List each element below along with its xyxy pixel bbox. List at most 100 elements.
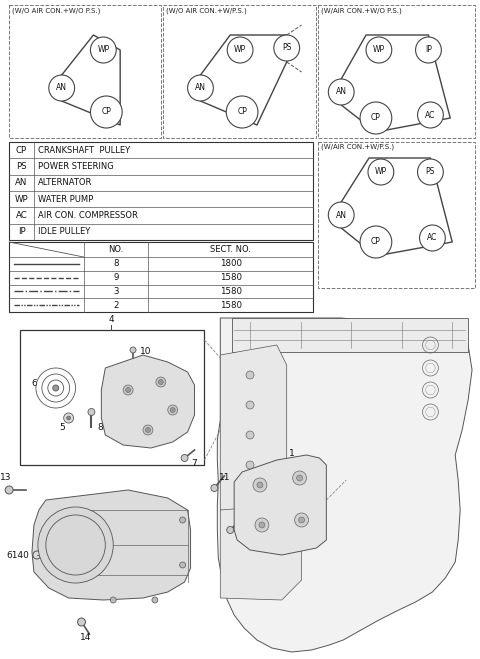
Text: WATER PUMP: WATER PUMP — [38, 194, 93, 204]
Text: 14: 14 — [80, 633, 91, 643]
Text: 13: 13 — [0, 474, 12, 482]
Circle shape — [418, 159, 444, 185]
Circle shape — [416, 37, 441, 63]
Circle shape — [211, 484, 218, 492]
Text: AN: AN — [15, 179, 28, 187]
Circle shape — [54, 523, 97, 567]
Text: 1: 1 — [289, 449, 295, 457]
Circle shape — [418, 102, 444, 128]
Circle shape — [328, 79, 354, 105]
Circle shape — [130, 347, 136, 353]
Circle shape — [5, 486, 13, 494]
Circle shape — [158, 380, 163, 384]
Polygon shape — [101, 355, 194, 448]
Text: ALTERNATOR: ALTERNATOR — [38, 179, 92, 187]
Text: 8: 8 — [97, 424, 103, 432]
Text: PS: PS — [426, 167, 435, 177]
Circle shape — [420, 225, 445, 251]
Circle shape — [78, 618, 85, 626]
Text: CP: CP — [371, 113, 381, 123]
Text: WP: WP — [234, 45, 246, 55]
Text: AN: AN — [336, 210, 347, 219]
Circle shape — [246, 461, 254, 469]
Text: 7: 7 — [192, 459, 197, 467]
Circle shape — [180, 562, 186, 568]
Text: 2: 2 — [113, 301, 119, 310]
Circle shape — [180, 517, 186, 523]
Text: 1580: 1580 — [220, 273, 242, 282]
Circle shape — [123, 385, 133, 395]
Text: 4: 4 — [108, 316, 114, 324]
Circle shape — [328, 202, 354, 228]
Circle shape — [253, 478, 267, 492]
Circle shape — [297, 475, 302, 481]
Circle shape — [49, 75, 74, 101]
Circle shape — [295, 513, 309, 527]
Circle shape — [46, 515, 105, 575]
Text: 1580: 1580 — [220, 301, 242, 310]
Circle shape — [156, 377, 166, 387]
Circle shape — [64, 413, 73, 423]
Polygon shape — [232, 318, 468, 352]
Circle shape — [366, 37, 392, 63]
Text: AN: AN — [56, 84, 67, 92]
Circle shape — [152, 597, 158, 603]
Text: NO.: NO. — [108, 245, 123, 254]
Text: WP: WP — [97, 45, 109, 55]
Circle shape — [110, 597, 116, 603]
Text: POWER STEERING: POWER STEERING — [38, 162, 114, 171]
Circle shape — [88, 409, 95, 416]
Text: AN: AN — [195, 84, 206, 92]
Text: 6: 6 — [31, 378, 37, 387]
Text: CP: CP — [237, 107, 247, 117]
Text: AC: AC — [427, 233, 438, 243]
Text: 1580: 1580 — [220, 287, 242, 296]
Text: IP: IP — [425, 45, 432, 55]
Text: CP: CP — [101, 107, 111, 117]
Text: 10: 10 — [140, 347, 152, 357]
Circle shape — [170, 407, 175, 413]
Circle shape — [181, 455, 188, 461]
Text: 8: 8 — [113, 260, 119, 268]
Text: SECT. NO.: SECT. NO. — [210, 245, 251, 254]
Text: (W/O AIR CON.+W/P.S.): (W/O AIR CON.+W/P.S.) — [166, 7, 247, 13]
Circle shape — [227, 527, 234, 534]
Circle shape — [255, 518, 269, 532]
Text: 1800: 1800 — [220, 260, 242, 268]
Text: AN: AN — [336, 88, 347, 96]
Circle shape — [246, 491, 254, 499]
Polygon shape — [220, 345, 287, 515]
Circle shape — [299, 517, 304, 523]
Circle shape — [38, 507, 113, 583]
Circle shape — [126, 387, 131, 393]
Circle shape — [293, 471, 307, 485]
Text: PS: PS — [282, 43, 291, 53]
Text: 9: 9 — [113, 273, 119, 282]
Text: 3: 3 — [113, 287, 119, 296]
Text: CP: CP — [371, 237, 381, 246]
Circle shape — [360, 226, 392, 258]
Circle shape — [143, 425, 153, 435]
Circle shape — [368, 159, 394, 185]
Circle shape — [360, 102, 392, 134]
Text: PS: PS — [16, 162, 27, 171]
Polygon shape — [234, 455, 326, 555]
Circle shape — [67, 416, 71, 420]
Circle shape — [227, 37, 253, 63]
Circle shape — [90, 96, 122, 128]
Circle shape — [259, 522, 265, 528]
Polygon shape — [217, 318, 472, 652]
Text: CP: CP — [16, 146, 27, 155]
Polygon shape — [32, 490, 191, 600]
Text: (W/AIR CON.+W/O P.S.): (W/AIR CON.+W/O P.S.) — [322, 7, 402, 13]
Text: (W/O AIR CON.+W/O P.S.): (W/O AIR CON.+W/O P.S.) — [12, 7, 100, 13]
Text: 11: 11 — [218, 474, 230, 482]
Circle shape — [274, 35, 300, 61]
Text: AIR CON. COMPRESSOR: AIR CON. COMPRESSOR — [38, 211, 138, 220]
Text: AC: AC — [16, 211, 27, 220]
Circle shape — [257, 482, 263, 488]
Circle shape — [246, 401, 254, 409]
Text: AC: AC — [425, 111, 436, 119]
Circle shape — [66, 535, 85, 555]
Circle shape — [90, 37, 116, 63]
